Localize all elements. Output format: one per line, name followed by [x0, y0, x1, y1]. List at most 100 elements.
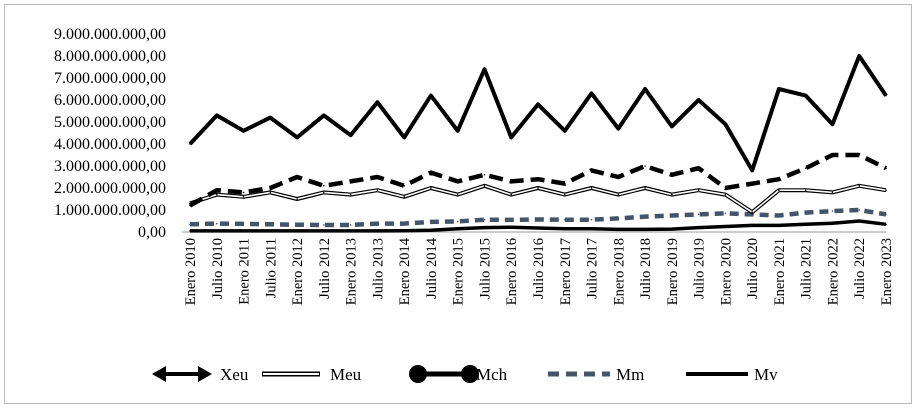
series-mv-point — [537, 227, 539, 229]
series-meu-point — [858, 185, 861, 187]
x-tick-label: Julio 2021 — [799, 238, 815, 299]
series-mv-point — [215, 230, 218, 232]
series-mv-point — [189, 230, 191, 232]
series-mm-point — [885, 213, 887, 216]
series-xeu-point — [403, 136, 405, 139]
x-axis-ticks: Enero 2010 Julio 2010 Enero 2011 Julio 2011… — [183, 237, 895, 305]
series-mm-point — [537, 218, 539, 221]
series-mv-point — [456, 227, 459, 230]
series-xeu-point — [510, 136, 513, 139]
series-mch-point — [403, 185, 405, 187]
series-mv-point — [885, 223, 887, 226]
x-tick-label: Julio 2022 — [852, 238, 868, 299]
series-mm-point — [617, 217, 620, 220]
y-axis-ticks: 0,00 1.000.000.000,00 2.000.000.000,00 3.00… — [54, 26, 166, 241]
series-mch-point — [751, 182, 753, 185]
series-mch-point — [885, 167, 887, 169]
series-xeu-point — [269, 116, 272, 119]
series-mch-point — [858, 154, 861, 156]
x-tick-label: Enero 2010 — [183, 238, 199, 305]
series-mv-point — [323, 230, 325, 232]
series-meu-point — [778, 189, 780, 191]
series-mv-point — [804, 223, 807, 226]
series-meu-point — [671, 193, 673, 196]
series-meu-point — [403, 196, 405, 198]
series-mch-point — [323, 185, 325, 187]
y-tick-label: 9.000.000.000,00 — [54, 26, 166, 43]
legend-item-meu: Meu — [262, 365, 362, 384]
x-tick-label: Enero 2012 — [290, 238, 306, 305]
series-mch-point — [644, 165, 646, 167]
series-mm-point — [563, 218, 566, 221]
y-tick-label: 3.000.000.000,00 — [54, 158, 166, 175]
series-xeu-point — [323, 114, 325, 117]
series-mv-point — [510, 226, 513, 228]
series-mch-point — [215, 189, 218, 191]
series-meu-point — [376, 189, 379, 191]
series-mch-point — [189, 204, 191, 207]
x-tick-label: Julio 2016 — [531, 238, 547, 299]
x-tick-label: Julio 2012 — [317, 238, 333, 299]
series-mch-point — [537, 178, 539, 180]
series-meu-point — [537, 187, 539, 189]
series-mch-point — [617, 176, 620, 178]
series-mm-point — [430, 221, 432, 223]
series-mm-point — [376, 222, 379, 225]
series-meu-point — [831, 191, 834, 194]
series-xeu-point — [724, 123, 727, 125]
x-tick-label: Enero 2019 — [665, 238, 681, 305]
series-mm-point — [269, 223, 272, 226]
series-mm-point — [456, 220, 459, 223]
series-mm-point — [831, 210, 834, 212]
series-mch-point — [778, 178, 780, 180]
series-meu-point — [563, 193, 566, 196]
series-meu-point — [617, 193, 620, 196]
series-meu-point — [349, 193, 352, 196]
series-mv-point — [778, 224, 780, 227]
legend-item-xeu: Xeu — [152, 365, 249, 384]
x-tick-label: Enero 2018 — [611, 238, 627, 305]
x-tick-label: Julio 2011 — [263, 238, 279, 298]
series-mm-point — [778, 214, 780, 217]
series-meu-point — [697, 189, 700, 191]
series-meu-point — [456, 193, 459, 196]
series-mch-point — [430, 171, 432, 174]
y-tick-label: 8.000.000.000,00 — [54, 48, 166, 65]
x-tick-label: Enero 2021 — [772, 238, 788, 305]
series-xeu-line — [188, 54, 888, 173]
x-tick-label: Julio 2018 — [638, 238, 654, 299]
series-meu-point — [296, 198, 298, 200]
series-xeu-point — [563, 130, 566, 132]
series-mch-point — [376, 176, 379, 178]
series-mv-point — [269, 230, 272, 232]
series-meu-point — [430, 187, 432, 189]
series-mch-point — [697, 167, 700, 169]
y-tick-label: 5.000.000.000,00 — [54, 114, 166, 131]
y-tick-label: 1.000.000.000,00 — [54, 202, 166, 219]
series-mv-point — [376, 230, 379, 232]
series-xeu-point — [215, 114, 218, 117]
series-mm-point — [671, 214, 673, 217]
series-mm-point — [510, 219, 513, 221]
series-meu-point — [483, 185, 486, 187]
series-meu-point — [323, 191, 325, 194]
series-mv-point — [858, 220, 861, 222]
series-xeu-point — [831, 123, 834, 125]
legend-item-mch: Mch — [409, 365, 508, 384]
series-mm-point — [724, 212, 727, 215]
series-mm-point — [296, 223, 298, 226]
series-xeu-point — [617, 127, 620, 130]
legend-label: Xeu — [220, 365, 249, 384]
series-mv-point — [671, 228, 673, 230]
series-mv-point — [403, 229, 405, 232]
series-meu-point — [804, 189, 807, 191]
series-mv-point — [349, 230, 352, 232]
series-mch-point — [483, 174, 486, 176]
series-xeu-point — [644, 88, 646, 90]
series-mch-point — [563, 182, 566, 185]
series-mch-point — [671, 174, 673, 176]
series-xeu-point — [189, 143, 191, 145]
series-xeu-point — [804, 94, 807, 97]
x-tick-label: Julio 2019 — [692, 238, 708, 299]
series-mm-point — [403, 222, 405, 225]
